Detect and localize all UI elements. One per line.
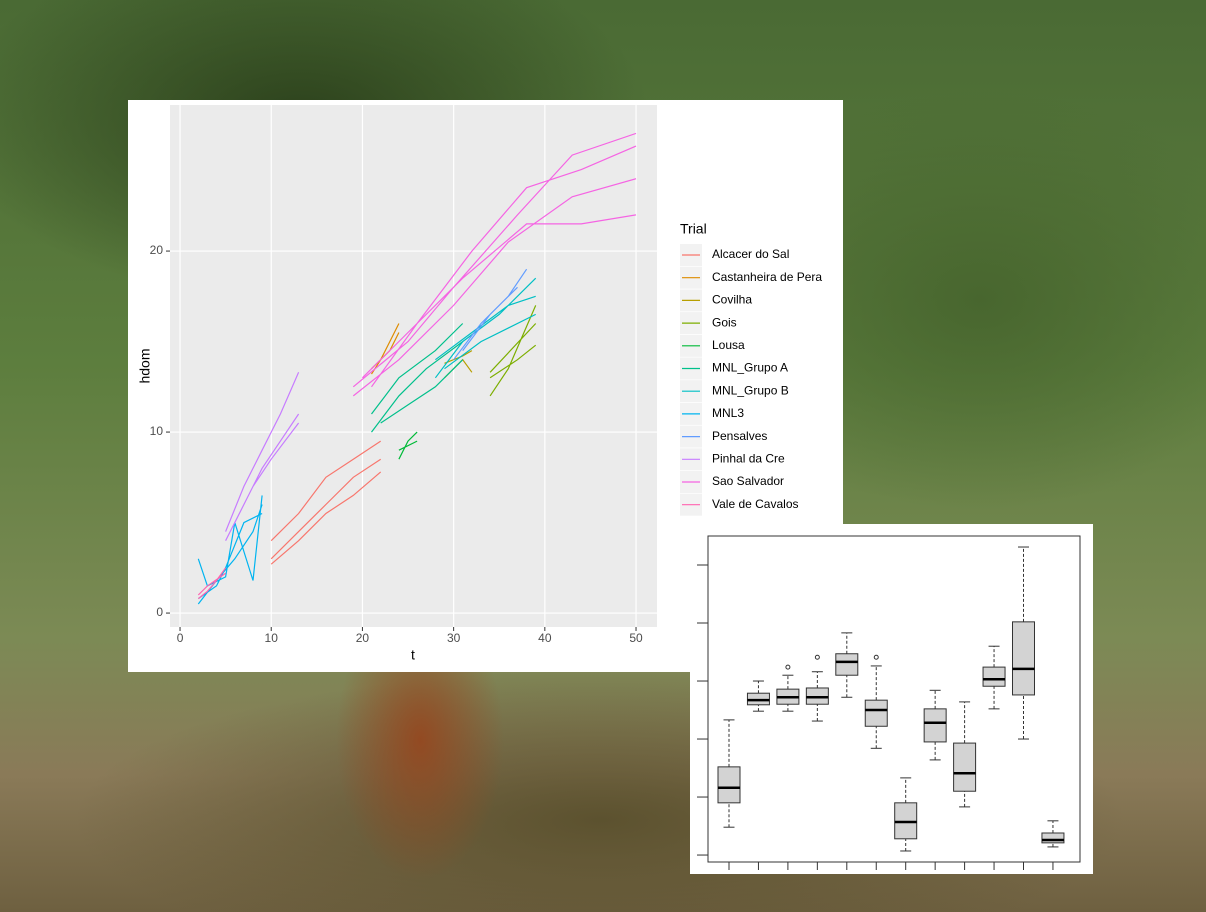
box [1013, 622, 1035, 695]
box [983, 667, 1005, 686]
box [836, 654, 858, 675]
box [718, 767, 740, 803]
legend-label: Gois [712, 315, 737, 329]
y-axis-label: hdom [137, 348, 153, 383]
x-tick-label: 40 [538, 631, 552, 645]
x-tick-label: 10 [265, 631, 279, 645]
legend-title: Trial [680, 221, 707, 237]
x-tick-label: 20 [356, 631, 370, 645]
box [924, 709, 946, 742]
legend-label: Covilha [712, 293, 752, 307]
legend-label: MNL_Grupo A [712, 361, 788, 375]
legend-label: Sao Salvador [712, 474, 784, 488]
legend-label: Pensalves [712, 429, 767, 443]
box [954, 743, 976, 791]
legend-label: Alcacer do Sal [712, 247, 789, 261]
box [865, 700, 887, 726]
box [1042, 833, 1064, 843]
legend-label: Pinhal da Cre [712, 451, 785, 465]
y-tick-label: 20 [150, 243, 164, 257]
y-tick-label: 10 [150, 424, 164, 438]
x-tick-label: 30 [447, 631, 461, 645]
legend-label: Lousa [712, 338, 745, 352]
page: {"chart_data": [ {"type": "line", "x_lab… [0, 0, 1206, 912]
x-tick-label: 0 [177, 631, 184, 645]
legend-label: MNL_Grupo B [712, 383, 789, 397]
charts: t hdom Trial 0 10 20 30 40 50 0 10 20 Alcacer do … [0, 0, 1206, 912]
x-tick-label: 50 [629, 631, 643, 645]
y-tick-label: 0 [156, 605, 163, 619]
legend-label: Vale de Cavalos [712, 497, 799, 511]
legend-label: Castanheira de Pera [712, 270, 822, 284]
x-axis-label: t [411, 647, 415, 663]
legend-label: MNL3 [712, 406, 744, 420]
